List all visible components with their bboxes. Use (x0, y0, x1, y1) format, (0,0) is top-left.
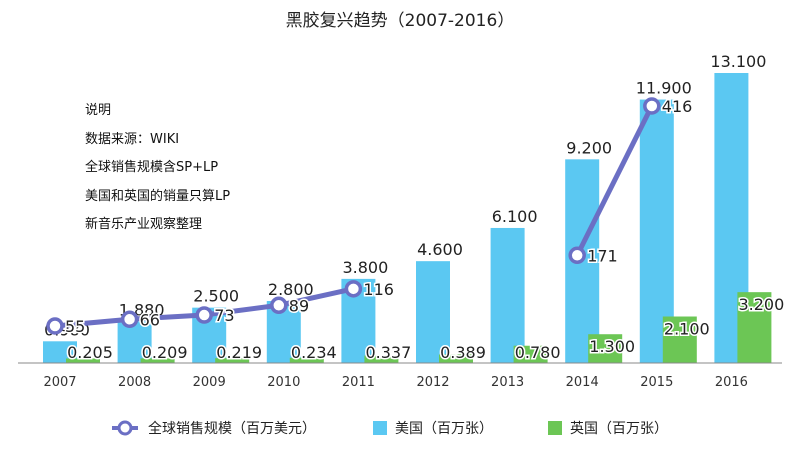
data-label-uk: 0.209 (142, 343, 188, 362)
x-tick-label: 2014 (566, 375, 599, 390)
bar-uk (140, 358, 175, 363)
data-label-usa: 2.500 (193, 287, 239, 306)
data-label-usa: 2.800 (268, 280, 314, 299)
x-tick-label: 2010 (267, 375, 300, 390)
legend-swatch-uk (548, 421, 562, 435)
bar-usa (117, 321, 152, 363)
chart-title: 黑胶复兴趋势（2007-2016） (286, 11, 515, 31)
x-tick-label: 2013 (491, 375, 524, 390)
data-label-uk: 0.205 (67, 343, 113, 362)
data-label-uk: 2.100 (664, 320, 710, 339)
line-point-money (270, 296, 288, 315)
data-label-uk: 0.234 (291, 343, 337, 362)
line-point-money (46, 317, 64, 335)
data-label-usa: 4.600 (417, 240, 463, 259)
bar-usa (490, 227, 525, 363)
data-label-uk: 0.337 (365, 343, 411, 362)
data-label-money: 73 (214, 306, 234, 325)
bar-uk (289, 357, 324, 363)
data-label-money: 66 (140, 310, 160, 329)
x-tick-label: 2012 (416, 375, 449, 390)
note-line: 新音乐产业观察整理 (85, 217, 203, 232)
legend-swatch-usa (373, 421, 387, 435)
bar-uk (215, 358, 250, 363)
bar-uk (364, 355, 399, 363)
line-point-money (568, 246, 586, 265)
data-label-usa: 9.200 (566, 138, 612, 157)
bar-usa (416, 261, 450, 363)
data-label-usa: 6.100 (492, 207, 538, 226)
line-point-money (120, 310, 139, 329)
line-point-money (643, 97, 661, 115)
line-point-money (195, 306, 213, 324)
line-series-money (574, 104, 655, 257)
legend-label-usa: 美国（百万张） (395, 421, 493, 437)
data-label-usa: 3.800 (342, 258, 388, 277)
legend-label-money: 全球销售规模（百万美元） (148, 420, 316, 437)
bar-uk (662, 316, 697, 363)
data-label-uk: 3.200 (738, 295, 784, 314)
x-tick-label: 2015 (640, 375, 673, 390)
x-tick-label: 2011 (342, 375, 375, 390)
bar-uk (439, 354, 473, 363)
bar-uk (737, 292, 772, 363)
x-tick-label: 2008 (118, 375, 151, 390)
data-label-money: 55 (65, 317, 85, 336)
bar-uk (588, 334, 623, 363)
bar-uk (66, 358, 100, 363)
note-line: 说明 (85, 103, 112, 118)
data-label-uk: 0.219 (216, 343, 262, 362)
data-label-usa: 11.900 (636, 79, 692, 98)
x-tick-label: 2016 (715, 375, 748, 390)
chart-notes: 说明 数据来源：WIKI 全球销售规模含SP+LP 美国和英国的销量只算LP 新… (85, 97, 230, 240)
note-line: 全球销售规模含SP+LP (85, 160, 219, 175)
x-tick-label: 2009 (193, 375, 226, 390)
data-label-uk: 0.389 (440, 343, 486, 362)
line-point-money (344, 280, 363, 298)
note-line: 美国和英国的销量只算LP (85, 188, 231, 204)
data-label-money: 416 (662, 97, 693, 116)
data-label-money: 171 (587, 246, 618, 265)
x-tick-label: 2007 (43, 375, 76, 390)
bar-uk (513, 345, 548, 363)
data-label-uk: 1.300 (589, 337, 635, 356)
data-label-money: 89 (289, 296, 309, 315)
data-label-usa: 13.100 (710, 52, 766, 71)
data-label-money: 116 (363, 280, 394, 299)
data-label-uk: 0.780 (515, 343, 561, 362)
note-line: 数据来源：WIKI (85, 131, 180, 147)
legend-label-uk: 英国（百万张） (570, 420, 668, 437)
bar-usa (43, 341, 77, 363)
legend-marker-money (117, 420, 133, 436)
